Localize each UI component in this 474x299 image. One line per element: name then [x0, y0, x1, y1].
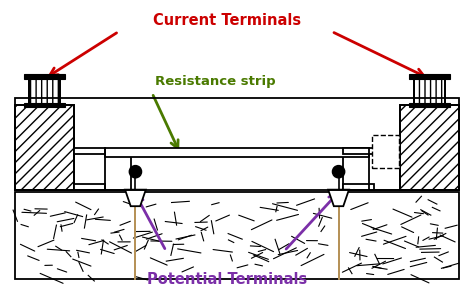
- Bar: [343, 148, 374, 154]
- Bar: [400, 105, 459, 190]
- Bar: [25, 74, 64, 79]
- Bar: [410, 103, 449, 107]
- Bar: [29, 79, 60, 105]
- Bar: [15, 105, 74, 190]
- Circle shape: [332, 166, 345, 178]
- Bar: [25, 103, 64, 107]
- Polygon shape: [125, 190, 146, 206]
- Bar: [414, 79, 445, 105]
- Bar: [414, 79, 445, 105]
- Bar: [29, 79, 60, 105]
- Bar: [15, 192, 459, 279]
- Bar: [15, 97, 459, 190]
- Text: Resistance strip: Resistance strip: [155, 75, 276, 88]
- Text: Potential Terminals: Potential Terminals: [147, 272, 308, 287]
- Bar: [343, 184, 374, 190]
- Bar: [15, 105, 74, 190]
- Bar: [372, 135, 399, 168]
- Bar: [343, 150, 400, 190]
- Text: Current Terminals: Current Terminals: [154, 13, 301, 28]
- Bar: [410, 74, 449, 79]
- Bar: [74, 150, 131, 190]
- Circle shape: [129, 166, 142, 178]
- Bar: [105, 148, 369, 157]
- Polygon shape: [328, 190, 349, 206]
- Bar: [400, 105, 459, 190]
- Bar: [74, 148, 105, 154]
- Bar: [74, 184, 105, 190]
